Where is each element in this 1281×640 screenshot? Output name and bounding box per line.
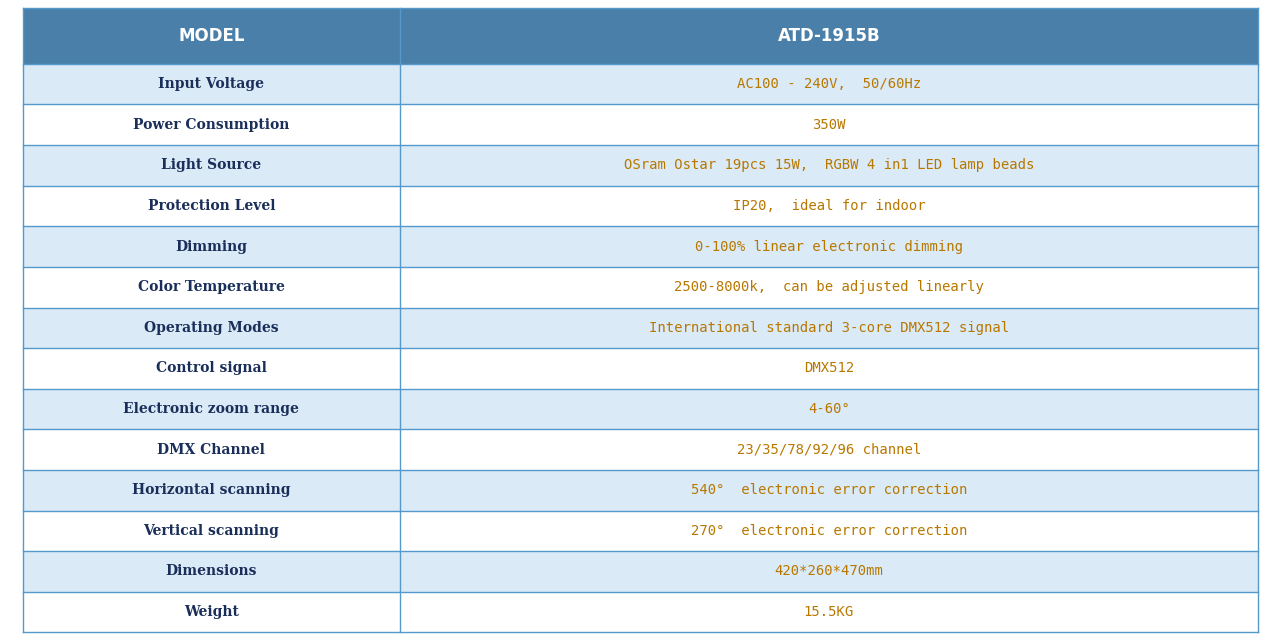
Text: Color Temperature: Color Temperature — [138, 280, 284, 294]
Bar — [23, 470, 400, 511]
Bar — [23, 592, 400, 632]
Text: Weight: Weight — [184, 605, 238, 619]
Text: Horizontal scanning: Horizontal scanning — [132, 483, 291, 497]
Bar — [23, 267, 400, 307]
Bar — [23, 145, 400, 186]
Bar — [400, 388, 1258, 429]
Bar — [400, 592, 1258, 632]
Text: Operating Modes: Operating Modes — [143, 321, 279, 335]
Text: Power Consumption: Power Consumption — [133, 118, 290, 132]
Bar — [23, 8, 400, 64]
Text: AC100 - 240V,  50/60Hz: AC100 - 240V, 50/60Hz — [737, 77, 921, 91]
Bar — [23, 429, 400, 470]
Bar — [400, 429, 1258, 470]
Text: IP20,  ideal for indoor: IP20, ideal for indoor — [733, 199, 925, 213]
Bar — [400, 104, 1258, 145]
Text: 15.5KG: 15.5KG — [803, 605, 854, 619]
Bar — [400, 348, 1258, 388]
Text: International standard 3-core DMX512 signal: International standard 3-core DMX512 sig… — [648, 321, 1009, 335]
Text: Vertical scanning: Vertical scanning — [143, 524, 279, 538]
Bar — [400, 551, 1258, 592]
Bar — [400, 227, 1258, 267]
Text: 350W: 350W — [812, 118, 845, 132]
Bar — [400, 470, 1258, 511]
Text: 270°  electronic error correction: 270° electronic error correction — [690, 524, 967, 538]
Bar — [23, 348, 400, 388]
Text: 2500-8000k,  can be adjusted linearly: 2500-8000k, can be adjusted linearly — [674, 280, 984, 294]
Bar — [23, 511, 400, 551]
Text: Input Voltage: Input Voltage — [159, 77, 264, 91]
Bar — [23, 186, 400, 227]
Text: Light Source: Light Source — [161, 159, 261, 172]
Bar — [400, 145, 1258, 186]
Text: OSram Ostar 19pcs 15W,  RGBW 4 in1 LED lamp beads: OSram Ostar 19pcs 15W, RGBW 4 in1 LED la… — [624, 159, 1034, 172]
Text: 420*260*470mm: 420*260*470mm — [775, 564, 884, 579]
Bar — [23, 388, 400, 429]
Text: 23/35/78/92/96 channel: 23/35/78/92/96 channel — [737, 443, 921, 456]
Text: 4-60°: 4-60° — [808, 402, 849, 416]
Bar — [400, 186, 1258, 227]
Bar — [23, 307, 400, 348]
Bar — [23, 64, 400, 104]
Bar — [400, 64, 1258, 104]
Text: 0-100% linear electronic dimming: 0-100% linear electronic dimming — [694, 239, 963, 253]
Bar — [400, 511, 1258, 551]
Text: Dimming: Dimming — [175, 239, 247, 253]
Text: DMX Channel: DMX Channel — [158, 443, 265, 456]
Bar — [400, 267, 1258, 307]
Bar — [400, 8, 1258, 64]
Text: DMX512: DMX512 — [803, 362, 854, 376]
Text: ATD-1915B: ATD-1915B — [778, 27, 880, 45]
Text: 540°  electronic error correction: 540° electronic error correction — [690, 483, 967, 497]
Text: MODEL: MODEL — [178, 27, 245, 45]
Text: Electronic zoom range: Electronic zoom range — [123, 402, 300, 416]
Bar — [23, 227, 400, 267]
Bar — [23, 104, 400, 145]
Bar — [400, 307, 1258, 348]
Text: Control signal: Control signal — [156, 362, 266, 376]
Bar — [23, 551, 400, 592]
Text: Dimensions: Dimensions — [165, 564, 257, 579]
Text: Protection Level: Protection Level — [147, 199, 275, 213]
